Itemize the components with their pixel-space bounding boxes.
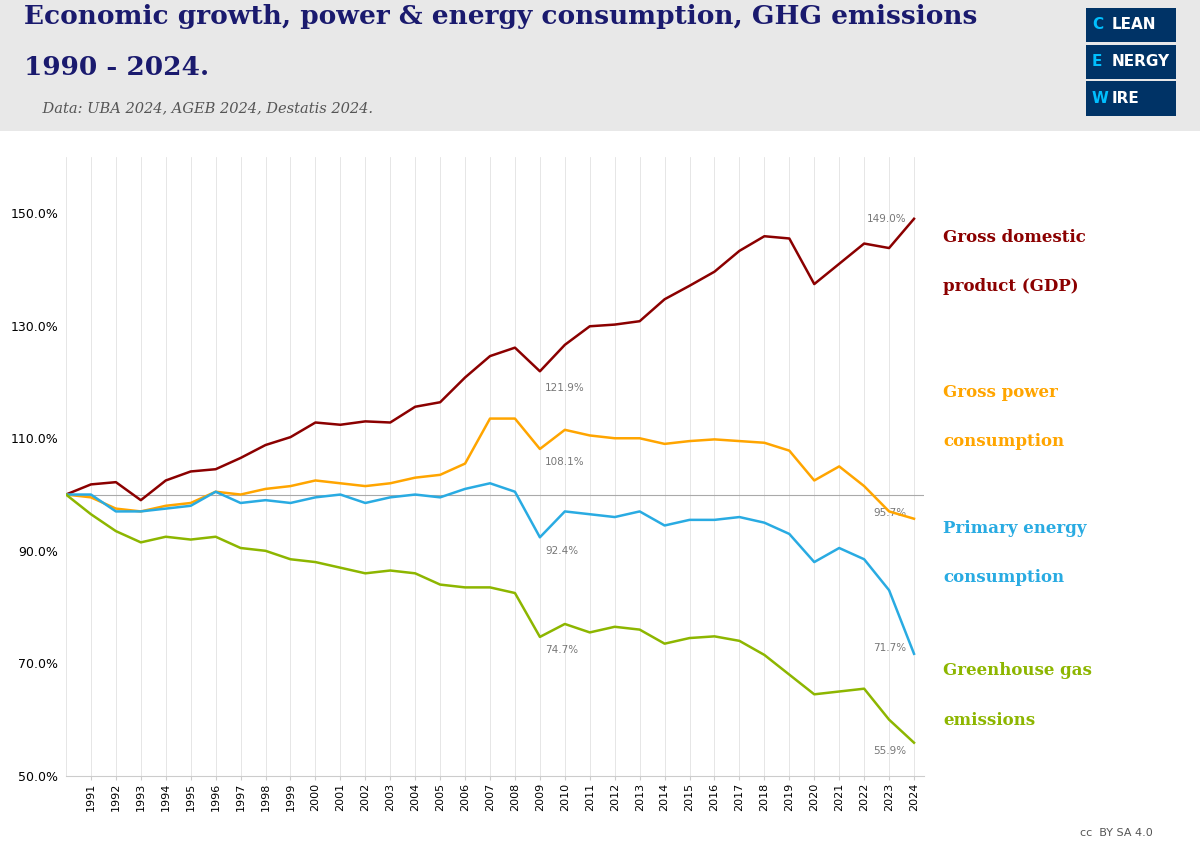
Text: Primary energy: Primary energy [943, 520, 1087, 537]
Text: 74.7%: 74.7% [545, 645, 578, 656]
Text: Gross power: Gross power [943, 383, 1058, 400]
FancyBboxPatch shape [1086, 45, 1176, 79]
Text: consumption: consumption [943, 433, 1064, 450]
Text: Economic growth, power & energy consumption, GHG emissions: Economic growth, power & energy consumpt… [24, 4, 977, 29]
Text: cc  BY SA 4.0: cc BY SA 4.0 [1080, 828, 1152, 838]
Text: Greenhouse gas: Greenhouse gas [943, 662, 1092, 679]
Text: Data: UBA 2024, AGEB 2024, Destatis 2024.: Data: UBA 2024, AGEB 2024, Destatis 2024… [24, 102, 373, 115]
Text: LEAN: LEAN [1111, 18, 1156, 32]
Text: 149.0%: 149.0% [866, 214, 906, 224]
FancyBboxPatch shape [1086, 8, 1176, 42]
Text: 95.7%: 95.7% [874, 508, 906, 518]
Text: 71.7%: 71.7% [874, 643, 906, 653]
Text: 108.1%: 108.1% [545, 457, 584, 467]
Text: 121.9%: 121.9% [545, 382, 584, 393]
Text: Gross domestic: Gross domestic [943, 229, 1086, 246]
Text: consumption: consumption [943, 569, 1064, 586]
FancyBboxPatch shape [1086, 81, 1176, 115]
Text: 55.9%: 55.9% [874, 746, 906, 756]
Text: C: C [1092, 18, 1103, 32]
Text: W: W [1092, 91, 1109, 106]
Text: 1990 - 2024.: 1990 - 2024. [24, 55, 209, 81]
Text: E: E [1092, 54, 1103, 70]
Text: IRE: IRE [1111, 91, 1139, 106]
Text: product (GDP): product (GDP) [943, 278, 1079, 295]
Text: NERGY: NERGY [1111, 54, 1169, 70]
Text: emissions: emissions [943, 711, 1036, 728]
Text: 92.4%: 92.4% [545, 546, 578, 555]
